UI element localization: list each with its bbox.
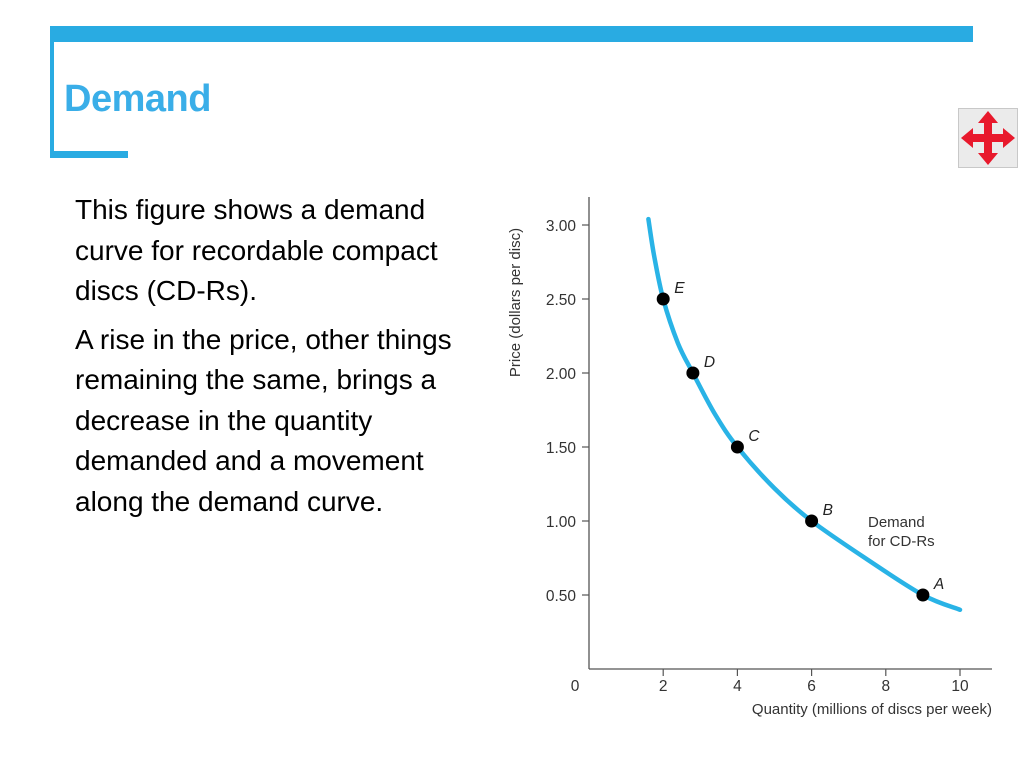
point-d bbox=[686, 366, 700, 380]
point-a bbox=[916, 588, 930, 602]
x-tick-label: 2 bbox=[659, 678, 668, 695]
title-bracket-left bbox=[50, 26, 54, 158]
title-bracket-bottom bbox=[50, 151, 128, 158]
header-accent-bar bbox=[50, 26, 973, 42]
curve-label-line: for CD-Rs bbox=[868, 533, 935, 550]
body-text: This figure shows a demand curve for rec… bbox=[75, 190, 495, 530]
y-tick-label: 0.50 bbox=[546, 588, 577, 605]
demand-curve bbox=[646, 216, 963, 613]
y-tick-label: 1.00 bbox=[546, 514, 577, 531]
x-tick-label: 6 bbox=[807, 678, 816, 695]
x-axis-label: Quantity (millions of discs per week) bbox=[752, 701, 992, 718]
point-e bbox=[656, 292, 670, 306]
point-label-c: C bbox=[748, 428, 760, 445]
point-c bbox=[730, 440, 744, 454]
chart-svg: 0.50 1.00 1.50 2.00 2.50 3.00 2 4 6 8 10 0 Quantity … bbox=[507, 197, 992, 718]
curve-label-line: Demand bbox=[868, 514, 925, 531]
y-tick-label: 2.50 bbox=[546, 292, 577, 309]
y-tick-label: 3.00 bbox=[546, 218, 577, 235]
navigation-button[interactable] bbox=[958, 108, 1018, 168]
x-tick-label: 10 bbox=[951, 678, 969, 695]
y-tick-label: 1.50 bbox=[546, 440, 577, 457]
paragraph-2: A rise in the price, other things remain… bbox=[75, 323, 452, 517]
y-tick-label: 2.00 bbox=[546, 366, 577, 383]
y-axis-label: Price (dollars per disc) bbox=[507, 228, 524, 377]
point-label-a: A bbox=[933, 576, 944, 593]
point-label-e: E bbox=[674, 280, 685, 297]
slide-title: Demand bbox=[64, 78, 211, 120]
paragraph-1: This figure shows a demand curve for rec… bbox=[75, 194, 438, 306]
origin-label: 0 bbox=[571, 678, 580, 695]
four-way-arrow-icon bbox=[961, 111, 1015, 165]
demand-chart: 0.50 1.00 1.50 2.00 2.50 3.00 2 4 6 8 10 0 Quantity … bbox=[490, 180, 1010, 730]
x-tick-label: 8 bbox=[881, 678, 890, 695]
point-label-b: B bbox=[823, 502, 833, 519]
x-tick-label: 4 bbox=[733, 678, 742, 695]
point-label-d: D bbox=[704, 354, 715, 371]
point-b bbox=[805, 514, 819, 528]
